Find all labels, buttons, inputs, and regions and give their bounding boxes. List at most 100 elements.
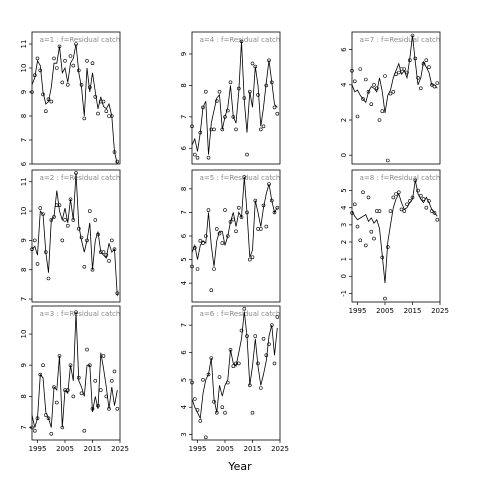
data-point: [68, 54, 73, 58]
y-tick-label: 4: [180, 404, 188, 409]
data-point: [424, 205, 429, 210]
data-point: [193, 152, 197, 157]
data-point: [96, 403, 100, 408]
y-tick-label: 7: [20, 297, 28, 301]
data-point: [54, 400, 59, 405]
data-point: [424, 58, 429, 63]
data-point: [46, 276, 51, 281]
data-point: [358, 238, 363, 243]
data-point: [74, 171, 78, 175]
data-point: [190, 380, 194, 385]
data-point: [77, 226, 81, 231]
data-point: [435, 81, 440, 85]
y-tick-label: 8: [20, 114, 28, 118]
data-point: [275, 111, 280, 116]
data-point: [429, 209, 434, 213]
data-point: [112, 247, 117, 251]
panel-1: a=1 : f=Residual catch 6 7 8 9 10 11: [20, 31, 121, 166]
data-point: [256, 361, 260, 366]
y-tick-label: 5: [180, 257, 188, 261]
data-point: [413, 56, 418, 61]
data-point: [30, 90, 34, 94]
data-point: [407, 199, 412, 203]
data-point: [394, 72, 398, 76]
data-point: [209, 288, 214, 293]
data-point: [201, 377, 205, 382]
data-point: [79, 391, 84, 396]
data-point: [275, 315, 280, 319]
data-point: [383, 296, 387, 301]
data-point: [272, 361, 277, 366]
data-point: [30, 425, 34, 430]
data-point: [253, 64, 258, 69]
y-tick-label: 6: [180, 350, 188, 355]
y-tick-label: 8: [20, 267, 28, 271]
x-tick-label: 1995: [349, 307, 367, 315]
y-tick-label: 4: [340, 82, 348, 87]
x-tick-label: 1995: [189, 445, 207, 453]
data-point: [377, 118, 382, 122]
data-point: [242, 96, 247, 100]
panel-3: a=7 : f=Residual catch 0 2 4 6: [340, 31, 441, 165]
data-point: [96, 232, 100, 237]
panel-5: a=5 : f=Residual catch 4 5 6 7 8: [180, 169, 281, 303]
data-point: [71, 394, 76, 399]
data-point: [234, 229, 238, 234]
data-point: [248, 383, 252, 388]
data-point: [52, 215, 56, 219]
data-point: [352, 202, 357, 207]
data-point: [190, 124, 194, 129]
data-point: [88, 209, 92, 213]
data-point: [226, 380, 230, 385]
data-point: [226, 234, 230, 238]
data-point: [361, 97, 365, 101]
data-point: [234, 127, 238, 132]
data-point: [374, 86, 379, 91]
data-point: [112, 150, 117, 154]
data-point: [405, 70, 409, 75]
data-point: [261, 124, 266, 129]
data-point: [215, 227, 219, 231]
data-point: [90, 267, 95, 272]
data-point: [215, 410, 219, 415]
data-point: [93, 218, 98, 222]
y-tick-label: 6: [340, 47, 348, 52]
x-tick-label: 2005: [56, 445, 74, 453]
data-point: [88, 363, 92, 368]
data-point: [402, 209, 407, 213]
data-point: [416, 76, 420, 80]
data-point: [90, 406, 95, 411]
data-point: [258, 127, 263, 132]
data-point: [407, 58, 412, 63]
data-point: [275, 205, 280, 210]
data-point: [220, 405, 225, 410]
panel-frame: [351, 169, 441, 303]
x-tick-label: 2025: [271, 445, 289, 453]
x-axis-label: Year: [227, 460, 252, 473]
data-point: [190, 264, 194, 269]
data-point: [269, 323, 274, 327]
data-point: [212, 399, 216, 404]
data-point: [110, 114, 114, 118]
data-point: [380, 109, 385, 113]
data-point: [228, 347, 233, 352]
data-point: [79, 235, 84, 240]
data-point: [32, 238, 37, 243]
data-point: [248, 257, 252, 262]
y-tick-label: 11: [20, 40, 28, 49]
data-point: [66, 388, 70, 392]
data-point: [228, 80, 233, 85]
data-point: [245, 152, 249, 157]
data-point: [413, 178, 418, 183]
y-tick-label: 5: [180, 378, 188, 382]
data-point: [54, 66, 59, 70]
data-point: [195, 408, 200, 412]
panel-frame: [191, 31, 281, 165]
data-point: [195, 267, 200, 271]
data-point: [41, 212, 45, 216]
data-point: [264, 353, 269, 358]
data-point: [88, 85, 92, 89]
y-tick-label: 3: [340, 223, 348, 227]
data-point: [269, 80, 274, 85]
y-tick-label: 0: [340, 153, 348, 157]
